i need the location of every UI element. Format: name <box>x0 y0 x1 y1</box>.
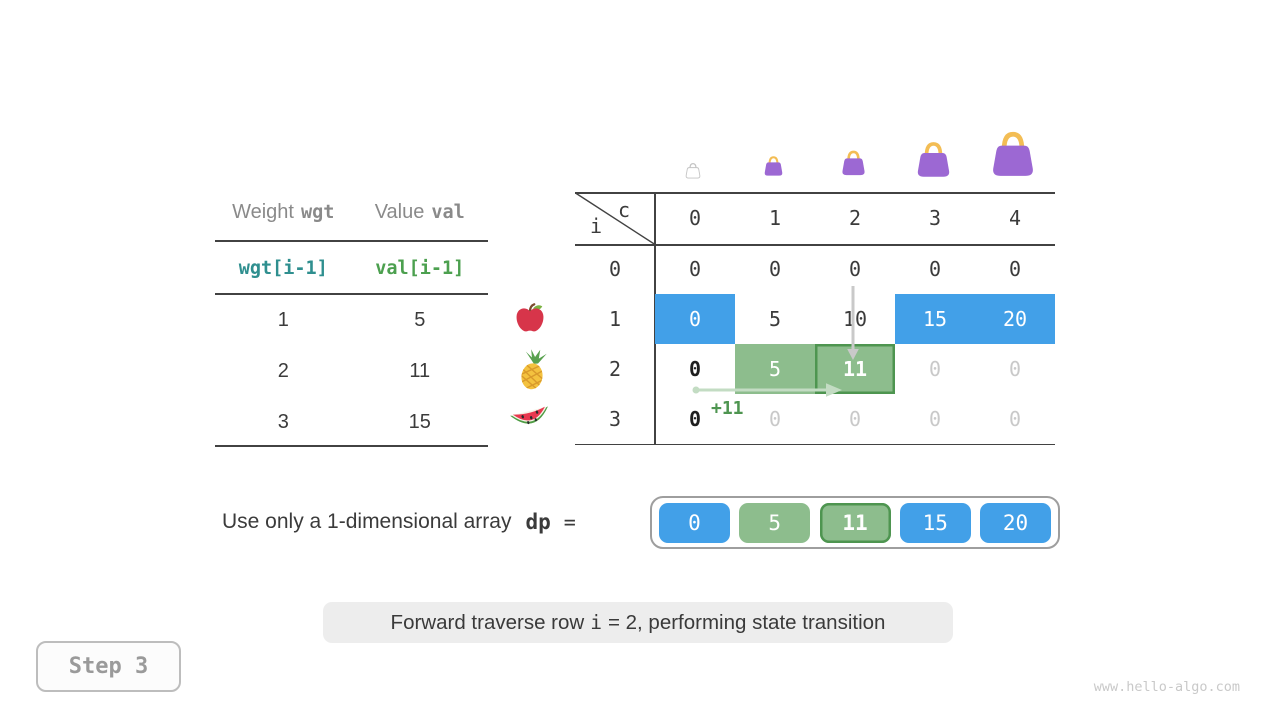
value-formula: val[i-1] <box>375 257 465 279</box>
col-header-4: 4 <box>1008 206 1022 230</box>
dp-array-cell-current: 11 <box>819 502 891 543</box>
corner-diagonal <box>575 192 656 245</box>
dp-cell: 5 <box>735 344 815 394</box>
item-row-apple: 1 5 <box>277 308 426 331</box>
dp-table-top-border <box>575 192 1055 194</box>
bag-size-1-icon <box>764 156 783 176</box>
dp-cell: 5 <box>768 307 782 331</box>
dp-cell: 0 <box>768 407 782 431</box>
dp-cell: 10 <box>842 307 868 331</box>
divider <box>215 445 488 447</box>
dp-table-bottom-border <box>575 443 1055 446</box>
apple-icon <box>516 303 544 332</box>
col-header-3: 3 <box>928 206 942 230</box>
col-header-1: 1 <box>768 206 782 230</box>
dp-array-cell: 15 <box>899 502 971 543</box>
dp-cell: 0 <box>688 257 702 281</box>
array-label-text: Use only a 1-dimensional array <box>222 510 512 533</box>
dp-variable-name: dp <box>525 510 551 534</box>
dp-cell: 0 <box>1008 257 1022 281</box>
item-row-pineapple: 2 11 <box>277 359 431 382</box>
dp-table-column-divider <box>654 192 656 445</box>
col-header-0: 0 <box>688 206 702 230</box>
dp-cell-current: 11 <box>815 344 895 394</box>
dp-cell: 0 <box>848 407 862 431</box>
dp-cell: 0 <box>928 257 942 281</box>
caption-pill: Forward traverse row i = 2, performing s… <box>323 602 953 643</box>
dp-cell: 20 <box>975 294 1055 344</box>
dp-cell: 0 <box>928 407 942 431</box>
step-badge: Step 3 <box>36 641 181 692</box>
dp-cell: 0 <box>655 294 735 344</box>
row-header-1: 1 <box>608 307 622 331</box>
row-header-3: 3 <box>608 407 622 431</box>
watermelon-icon <box>510 406 548 425</box>
weight-formula: wgt[i-1] <box>238 257 328 279</box>
caption-suffix: = 2, performing state transition <box>607 610 886 634</box>
dp-cell: 0 <box>1008 407 1022 431</box>
caption-code: i <box>590 611 602 634</box>
row-header-0: 0 <box>608 257 622 281</box>
dp-table-header-border <box>575 244 1055 246</box>
dp-array-cell: 5 <box>739 502 811 543</box>
dp-cell: 15 <box>895 294 975 344</box>
items-table-formula-row: wgt[i-1] val[i-1] <box>215 246 488 290</box>
row-header-2: 2 <box>608 357 622 381</box>
items-table: Weight wgt Value val wgt[i-1] val[i-1] 1 5… <box>215 190 488 447</box>
bag-size-3-icon <box>917 142 950 177</box>
equals-sign: = <box>563 510 576 534</box>
divider <box>215 293 488 295</box>
transition-value-label: +11 <box>711 398 744 419</box>
weight-column-header: Weight wgt <box>232 200 335 223</box>
dp-cell: 0 <box>688 357 702 381</box>
dp-cell: 0 <box>1008 357 1022 381</box>
value-column-header: Value val <box>374 200 465 223</box>
dp-cell: 0 <box>928 357 942 381</box>
item-row-watermelon: 3 15 <box>277 410 431 433</box>
corner-row-label: i <box>589 214 603 238</box>
corner-col-label: c <box>617 198 631 222</box>
bag-empty-icon <box>685 163 701 179</box>
dp-cell: 0 <box>688 407 702 431</box>
dp-cell: 0 <box>768 257 782 281</box>
col-header-2: 2 <box>848 206 862 230</box>
array-section-label: Use only a 1-dimensional array dp = <box>222 507 576 537</box>
divider <box>215 240 488 242</box>
watermark: www.hello-algo.com <box>1093 679 1240 695</box>
dp-array: 0 5 11 15 20 <box>650 496 1060 549</box>
pineapple-icon <box>519 349 547 391</box>
caption-prefix: Forward traverse row <box>390 610 585 634</box>
dp-array-cell: 0 <box>659 502 730 543</box>
bag-size-4-icon <box>993 131 1033 176</box>
items-table-header-row: Weight wgt Value val <box>215 190 488 234</box>
dp-table: c i 0 1 2 3 4 0 1 2 3 0 0 0 0 0 0 5 10 1… <box>575 192 1055 446</box>
dp-cell: 0 <box>848 257 862 281</box>
dp-array-cell: 20 <box>980 502 1051 543</box>
bag-size-2-icon <box>842 150 865 176</box>
